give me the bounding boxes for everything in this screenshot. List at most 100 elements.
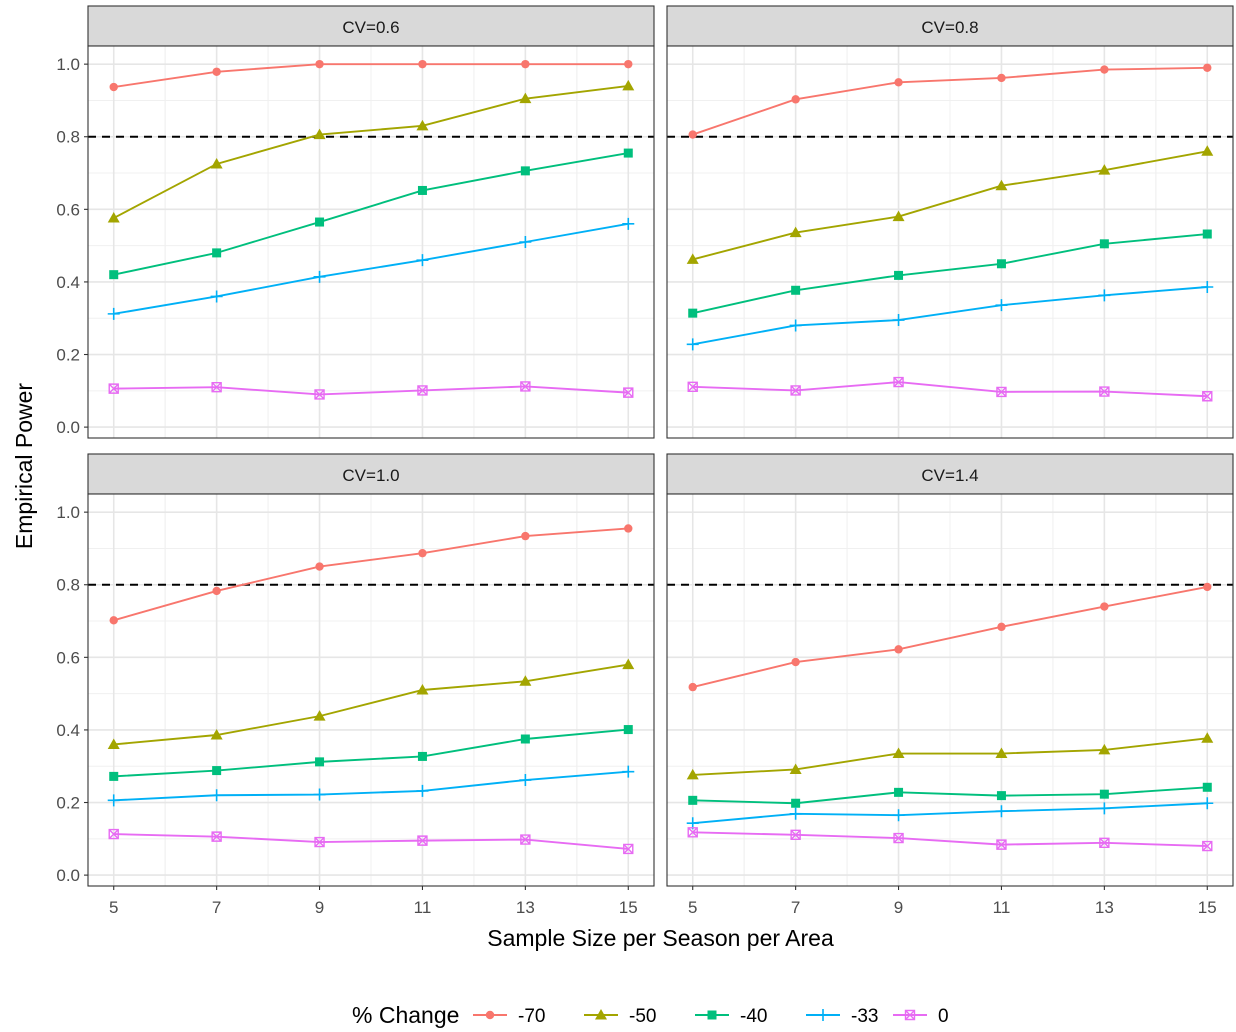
data-point bbox=[995, 747, 1008, 759]
data-point bbox=[688, 682, 697, 692]
data-point bbox=[789, 807, 802, 820]
data-point bbox=[1203, 582, 1212, 592]
data-point bbox=[313, 788, 326, 801]
data-point bbox=[687, 381, 698, 393]
panel-cv-1-4: CV=1.4 bbox=[666, 453, 1234, 887]
data-point bbox=[622, 79, 635, 91]
data-point bbox=[996, 386, 1007, 398]
data-point bbox=[791, 95, 800, 104]
data-point bbox=[892, 747, 905, 759]
data-point bbox=[623, 725, 633, 735]
data-point bbox=[686, 253, 699, 264]
y-tick-label: 1.0 bbox=[56, 55, 80, 74]
data-point bbox=[1201, 281, 1214, 294]
legend-label: -40 bbox=[740, 1006, 767, 1027]
series-0 bbox=[108, 828, 634, 855]
data-point bbox=[107, 307, 120, 320]
data-point bbox=[688, 795, 698, 805]
data-point bbox=[520, 166, 530, 176]
data-point bbox=[893, 376, 904, 388]
x-tick-label: 11 bbox=[414, 898, 432, 917]
data-point bbox=[314, 389, 325, 400]
x-tick-label: 15 bbox=[1198, 898, 1217, 917]
data-point bbox=[687, 827, 698, 838]
series-line bbox=[692, 381, 1208, 398]
legend-item-50: -50 bbox=[584, 1006, 656, 1027]
data-point bbox=[519, 92, 532, 104]
data-point bbox=[997, 73, 1006, 83]
data-point bbox=[418, 59, 427, 69]
x-tick-label: 5 bbox=[109, 898, 118, 917]
x-tick-label: 7 bbox=[212, 898, 221, 917]
data-point bbox=[1202, 782, 1212, 792]
panel-strip bbox=[87, 5, 655, 47]
legend-label: -70 bbox=[518, 1006, 545, 1027]
data-point bbox=[107, 212, 120, 223]
data-point bbox=[210, 789, 223, 802]
series-line bbox=[692, 150, 1208, 261]
panel-strip bbox=[666, 5, 1234, 47]
data-point bbox=[996, 259, 1006, 269]
series-line bbox=[113, 222, 629, 315]
legend-item-70: -70 bbox=[473, 1006, 545, 1027]
series-line bbox=[692, 831, 1208, 848]
series-line bbox=[113, 527, 629, 622]
data-point bbox=[1201, 797, 1214, 810]
data-point bbox=[1202, 229, 1212, 239]
data-point bbox=[417, 751, 427, 761]
data-point bbox=[520, 834, 531, 845]
data-point bbox=[790, 385, 801, 396]
data-point bbox=[892, 809, 905, 822]
data-point bbox=[313, 710, 326, 721]
data-point bbox=[688, 308, 698, 318]
data-point bbox=[109, 771, 119, 781]
data-point bbox=[315, 562, 324, 571]
series-line bbox=[113, 385, 629, 396]
data-point bbox=[314, 836, 325, 848]
legend-label: -50 bbox=[629, 1006, 656, 1027]
legend-item-33: -33 bbox=[806, 1006, 878, 1027]
series-40 bbox=[109, 148, 633, 280]
series-line bbox=[692, 66, 1208, 136]
data-point bbox=[686, 338, 699, 351]
series-line bbox=[113, 728, 629, 778]
series-line bbox=[692, 286, 1208, 346]
y-tick-label: 0.6 bbox=[56, 648, 80, 667]
data-point bbox=[995, 805, 1008, 818]
data-point bbox=[211, 381, 222, 393]
data-point bbox=[688, 130, 697, 139]
series-50 bbox=[107, 79, 635, 223]
data-point bbox=[416, 784, 429, 797]
y-tick-label: 0.6 bbox=[56, 200, 80, 219]
data-point bbox=[1098, 743, 1111, 755]
data-point bbox=[622, 217, 635, 230]
data-point bbox=[108, 828, 119, 840]
data-point bbox=[624, 59, 633, 69]
data-point bbox=[1201, 732, 1214, 743]
data-point bbox=[1100, 602, 1109, 611]
data-point bbox=[1098, 289, 1111, 302]
panel-border bbox=[87, 45, 655, 439]
data-point bbox=[791, 285, 801, 295]
data-point bbox=[212, 766, 222, 776]
data-point bbox=[892, 210, 905, 222]
data-point bbox=[789, 226, 802, 238]
data-point bbox=[623, 843, 634, 855]
data-point bbox=[686, 768, 699, 780]
series-line bbox=[692, 233, 1208, 315]
data-point bbox=[791, 798, 801, 808]
x-tick-label: 5 bbox=[688, 898, 697, 917]
data-point bbox=[1099, 386, 1110, 397]
series-line bbox=[692, 802, 1208, 825]
data-point bbox=[1203, 63, 1212, 72]
chart-legend: % Change -70 -50 -40 -33 0 bbox=[352, 1002, 949, 1028]
data-point bbox=[211, 831, 222, 842]
series-line bbox=[113, 63, 629, 88]
data-point bbox=[995, 179, 1008, 191]
data-point bbox=[622, 658, 635, 670]
series-line bbox=[113, 84, 629, 219]
data-point bbox=[894, 645, 903, 654]
series-0 bbox=[108, 381, 634, 400]
series-0 bbox=[687, 827, 1213, 852]
series-40 bbox=[688, 782, 1212, 808]
